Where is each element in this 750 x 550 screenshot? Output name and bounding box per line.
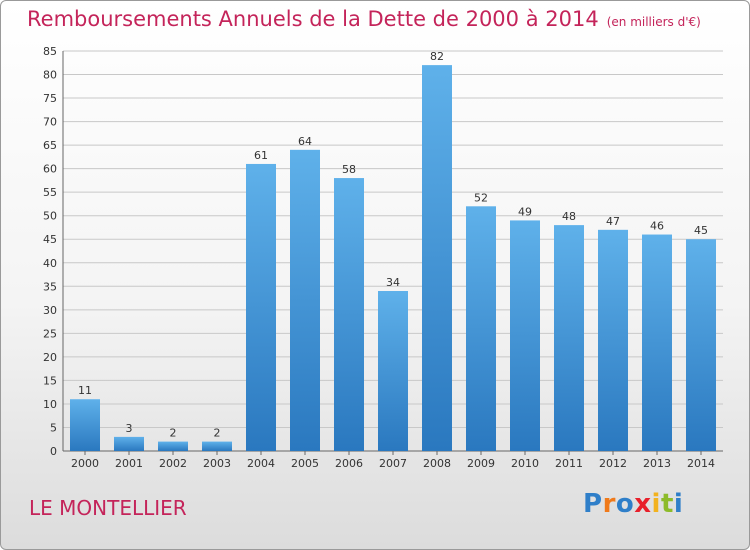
y-tick-label: 5 (50, 421, 57, 434)
data-label: 58 (342, 163, 356, 176)
y-tick-label: 35 (43, 280, 57, 293)
y-tick-label: 20 (43, 351, 57, 364)
data-label: 46 (650, 220, 664, 233)
data-label: 2 (214, 427, 221, 440)
y-tick-label: 10 (43, 398, 57, 411)
commune-name: LE MONTELLIER (29, 496, 187, 520)
data-label: 3 (126, 422, 133, 435)
y-tick-label: 15 (43, 374, 57, 387)
y-tick-label: 45 (43, 233, 57, 246)
bar (422, 65, 452, 451)
data-label: 2 (170, 427, 177, 440)
data-label: 45 (694, 224, 708, 237)
x-tick-label: 2006 (335, 457, 363, 470)
logo-letter: r (602, 489, 616, 519)
bar (290, 149, 320, 451)
y-tick-label: 70 (43, 116, 57, 129)
unit-label: (en milliers d'€) (606, 15, 701, 29)
bar (510, 220, 540, 451)
x-tick-label: 2005 (291, 457, 319, 470)
bar (598, 229, 628, 451)
y-tick-label: 40 (43, 257, 57, 270)
y-tick-label: 85 (43, 45, 57, 58)
data-label: 52 (474, 191, 488, 204)
x-tick-label: 2013 (643, 457, 671, 470)
bar (246, 163, 276, 452)
bar (158, 441, 188, 451)
data-label: 61 (254, 149, 268, 162)
x-tick-label: 2007 (379, 457, 407, 470)
x-tick-label: 2014 (687, 457, 715, 470)
x-tick-label: 2002 (159, 457, 187, 470)
bar (642, 234, 672, 451)
x-tick-label: 2009 (467, 457, 495, 470)
x-tick-label: 2010 (511, 457, 539, 470)
x-tick-label: 2012 (599, 457, 627, 470)
bar (70, 399, 100, 451)
x-tick-label: 2004 (247, 457, 275, 470)
y-tick-label: 65 (43, 139, 57, 152)
y-tick-label: 60 (43, 163, 57, 176)
x-tick-label: 2008 (423, 457, 451, 470)
data-label: 82 (430, 50, 444, 63)
x-tick-label: 2000 (71, 457, 99, 470)
chart-title-text: Remboursements Annuels de la Dette de 20… (27, 7, 599, 31)
logo-letter: P (583, 489, 603, 519)
bar (114, 436, 144, 451)
bar (466, 206, 496, 451)
data-label: 64 (298, 135, 312, 148)
logo-letter: i (651, 489, 661, 519)
logo-letter: x (634, 489, 652, 519)
y-tick-label: 75 (43, 92, 57, 105)
logo-letter: i (673, 489, 684, 519)
x-tick-label: 2011 (555, 457, 583, 470)
y-tick-label: 50 (43, 210, 57, 223)
bar (334, 178, 364, 451)
data-label: 11 (78, 384, 92, 397)
x-tick-label: 2003 (203, 457, 231, 470)
bar (378, 291, 408, 451)
y-tick-label: 80 (43, 69, 57, 82)
y-tick-label: 0 (50, 445, 57, 458)
y-tick-label: 25 (43, 327, 57, 340)
logo-letter: o (615, 489, 635, 519)
data-label: 49 (518, 205, 532, 218)
data-label: 48 (562, 210, 576, 223)
proxiti-logo: Proxiti (583, 489, 683, 519)
bar (202, 441, 232, 451)
bar (554, 225, 584, 451)
data-label: 34 (386, 276, 400, 289)
chart-title: Remboursements Annuels de la Dette de 20… (27, 7, 701, 31)
x-tick-label: 2001 (115, 457, 143, 470)
bar (686, 239, 716, 451)
data-label: 47 (606, 215, 620, 228)
y-tick-label: 30 (43, 304, 57, 317)
logo-letter: t (660, 489, 674, 519)
y-tick-label: 55 (43, 186, 57, 199)
